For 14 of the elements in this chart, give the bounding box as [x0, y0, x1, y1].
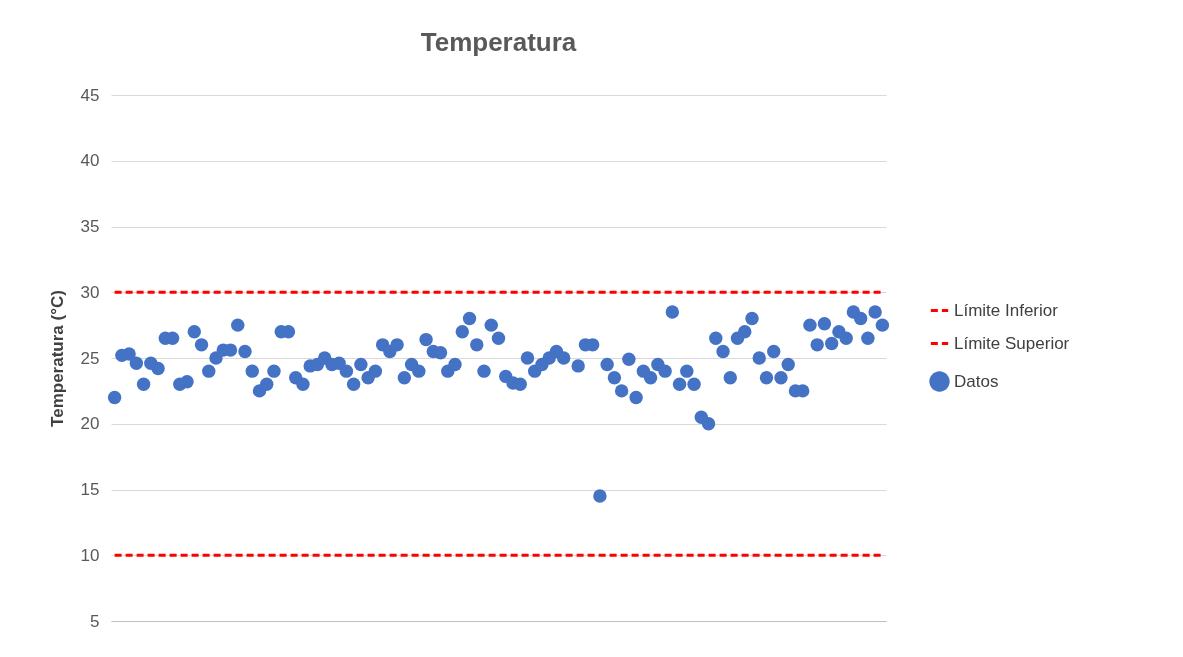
y-tick-label: 35 — [80, 217, 100, 236]
legend-label: Datos — [954, 371, 999, 391]
y-tick-label: 15 — [80, 480, 100, 499]
y-tick-label: 45 — [80, 85, 100, 105]
y-tick-label: 10 — [80, 545, 100, 565]
y-tick-label: 20 — [80, 414, 100, 434]
legend-label: Límite Inferior — [954, 300, 1059, 320]
chart-title: Temperatura — [420, 27, 577, 57]
y-tick-label: 40 — [80, 151, 100, 171]
y-tick-label: 30 — [80, 282, 100, 302]
y-tick-label: 25 — [80, 348, 100, 368]
legend-label: Límite Superior — [954, 333, 1070, 353]
y-tick-label: 5 — [90, 611, 100, 631]
y-axis-title: Temperatura (°C) — [47, 290, 67, 427]
